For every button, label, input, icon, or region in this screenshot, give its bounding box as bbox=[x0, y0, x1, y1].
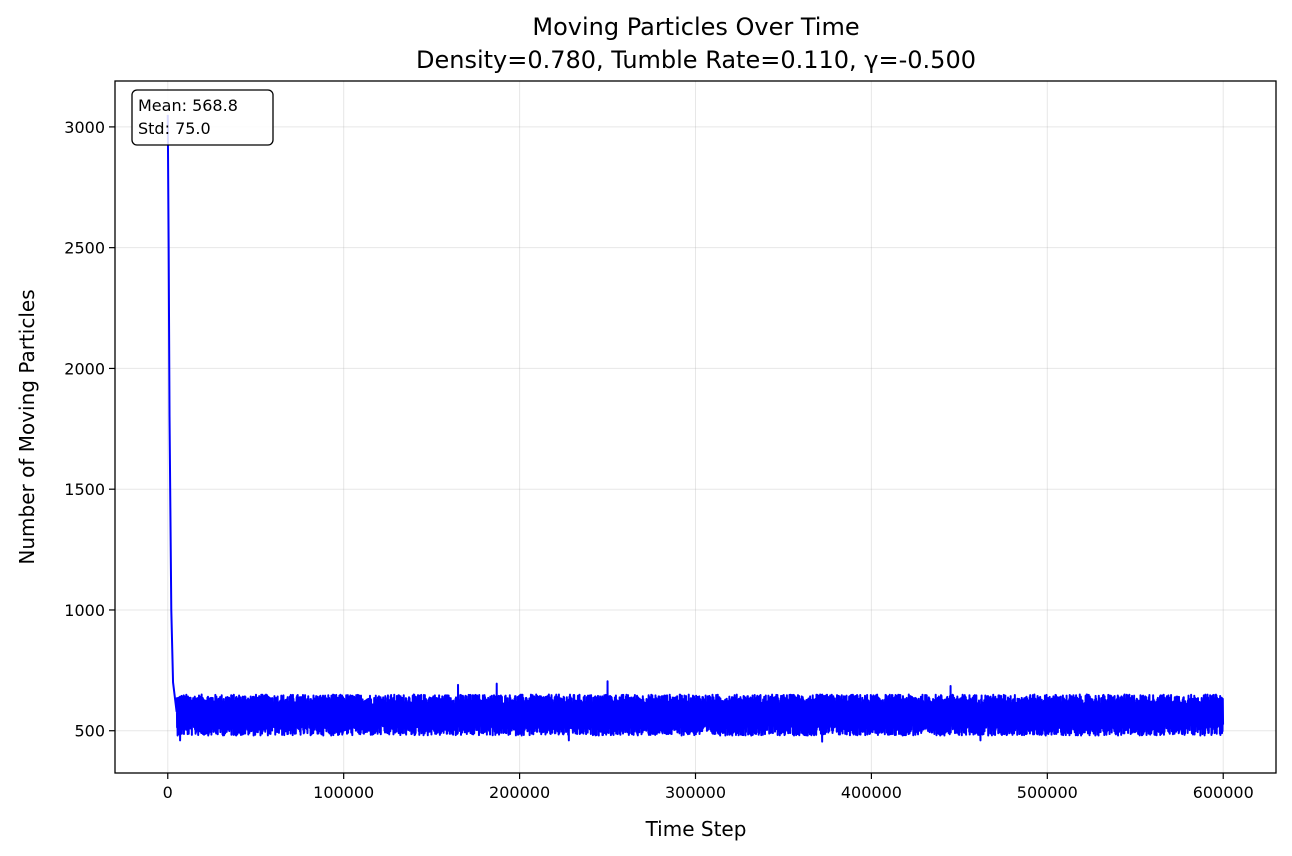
y-tick-label: 2000 bbox=[64, 359, 105, 378]
stats-mean: Mean: 568.8 bbox=[138, 96, 238, 115]
chart-subtitle: Density=0.780, Tumble Rate=0.110, γ=-0.5… bbox=[416, 46, 976, 74]
y-tick-label: 3000 bbox=[64, 118, 105, 137]
y-tick-label: 1500 bbox=[64, 480, 105, 499]
stats-box-frame bbox=[131, 89, 274, 146]
x-tick-label: 300000 bbox=[665, 783, 726, 802]
x-axis-ticks: 0 100000 200000 300000 400000 500000 600000 bbox=[163, 773, 1254, 802]
x-tick-label: 600000 bbox=[1193, 783, 1254, 802]
stats-std: Std: 75.0 bbox=[138, 119, 211, 138]
x-tick-label: 100000 bbox=[313, 783, 374, 802]
x-tick-label: 400000 bbox=[841, 783, 902, 802]
y-tick-label: 2500 bbox=[64, 239, 105, 258]
y-axis-label: Number of Moving Particles bbox=[15, 289, 39, 564]
series-line-moving-particles bbox=[166, 114, 1225, 743]
x-tick-label: 500000 bbox=[1017, 783, 1078, 802]
x-tick-label: 200000 bbox=[489, 783, 550, 802]
y-axis-ticks: 500 1000 1500 2000 2500 3000 bbox=[64, 118, 115, 741]
chart-title: Moving Particles Over Time bbox=[532, 13, 859, 41]
stats-box: Mean: 568.8 Std: 75.0 bbox=[131, 89, 274, 146]
y-tick-label: 500 bbox=[74, 722, 105, 741]
grid-lines bbox=[115, 81, 1276, 773]
y-tick-label: 1000 bbox=[64, 601, 105, 620]
x-axis-label: Time Step bbox=[645, 817, 747, 841]
x-tick-label: 0 bbox=[163, 783, 173, 802]
